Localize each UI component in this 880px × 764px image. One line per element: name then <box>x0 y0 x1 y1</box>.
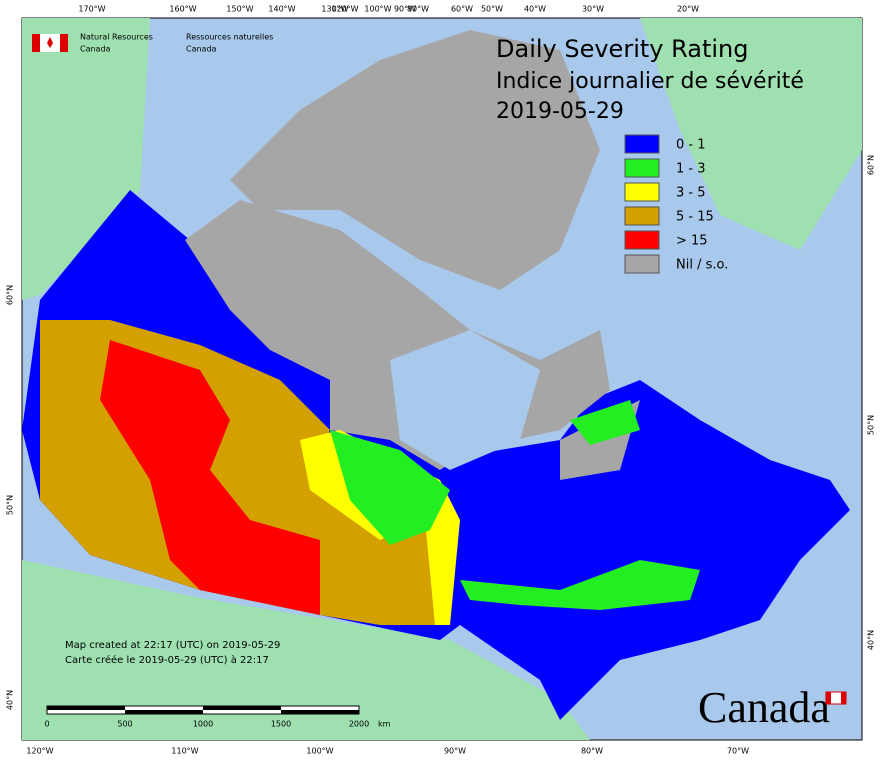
lat-label-right: 50°N <box>867 415 876 435</box>
scale-seg <box>203 706 281 710</box>
lon-label-bottom: 90°W <box>444 747 466 756</box>
scale-tick-label: 500 <box>117 720 132 729</box>
created-fr: Carte créée le 2019-05-29 (UTC) à 22:17 <box>65 654 269 666</box>
lon-label-bottom: 80°W <box>581 747 603 756</box>
greenland <box>640 18 862 250</box>
alaska <box>22 18 150 300</box>
zone-1-3-east <box>460 560 700 610</box>
lat-label-right: 40°N <box>867 630 876 650</box>
legend-swatch <box>624 254 660 274</box>
agency-fr: Ressources naturelles <box>186 33 273 42</box>
legend-label: 0 - 1 <box>676 138 706 153</box>
flag-bar <box>60 34 68 52</box>
lon-label-top: 160°W <box>169 5 196 14</box>
legend-label: > 15 <box>676 234 708 249</box>
zone-1-3-quebec <box>570 400 640 445</box>
title-date: 2019-05-29 <box>496 99 624 124</box>
title-fr: Indice journalier de sévérité <box>496 69 804 94</box>
scale-tick-label: 0 <box>44 720 49 729</box>
legend-label: 5 - 15 <box>676 210 714 225</box>
scale-tick-label: 1000 <box>193 720 213 729</box>
agency-en: Canada <box>80 45 111 54</box>
legend-label: Nil / s.o. <box>676 258 728 273</box>
lon-label-top: 130°W <box>321 5 348 14</box>
lon-label-top: 40°W <box>524 5 546 14</box>
legend-label: 1 - 3 <box>676 162 706 177</box>
lon-label-top: 20°W <box>677 5 699 14</box>
legend-swatch <box>624 158 660 178</box>
arctic-islands <box>230 30 600 290</box>
lon-label-top: 100°W <box>364 5 391 14</box>
legend-swatch <box>624 230 660 250</box>
lon-label-top: 150°W <box>226 5 253 14</box>
lat-label-left: 50°N <box>6 495 15 515</box>
scale-labels: 0 500 1000 1500 2000 km <box>44 720 390 729</box>
scale-seg <box>47 706 125 710</box>
lon-label-bottom: 120°W <box>26 747 53 756</box>
lon-label-top: 90°W <box>394 5 416 14</box>
agency-fr: Canada <box>186 45 217 54</box>
scale-tick-label: 1500 <box>271 720 291 729</box>
lat-label-left: 60°N <box>6 285 15 305</box>
lon-label-bottom: 70°W <box>727 747 749 756</box>
lon-label-bottom: 100°W <box>306 747 333 756</box>
header: Natural Resources Canada Ressources natu… <box>32 33 804 124</box>
scale-seg <box>281 710 359 714</box>
zone-1-3 <box>330 430 450 545</box>
scale-tick-label: 2000 <box>349 720 369 729</box>
legend-swatch <box>624 182 660 202</box>
legend-swatch <box>624 206 660 226</box>
legend-label: 3 - 5 <box>676 186 706 201</box>
flag-bar <box>826 692 831 704</box>
agency-en: Natural Resources <box>80 33 153 42</box>
lon-label-top: 120°W <box>331 5 358 14</box>
lon-label-top: 170°W <box>78 5 105 14</box>
wordmark: Canada <box>698 683 830 732</box>
usa <box>22 560 590 740</box>
flag-bar <box>32 34 40 52</box>
lon-label-bottom: 110°W <box>171 747 198 756</box>
zone-gt-15 <box>100 340 320 615</box>
title-en: Daily Severity Rating <box>496 35 748 63</box>
hudson-bay <box>390 330 540 470</box>
legend-swatch <box>624 134 660 154</box>
flag-bar <box>841 692 846 704</box>
footer: Map created at 22:17 (UTC) on 2019-05-29… <box>44 640 847 732</box>
lon-label-top: 50°W <box>481 5 503 14</box>
maple-leaf <box>47 37 53 48</box>
scale-unit: km <box>378 720 391 729</box>
lon-label-top: 80°W <box>407 5 429 14</box>
created-en: Map created at 22:17 (UTC) on 2019-05-29 <box>65 640 280 651</box>
lat-label-right: 60°N <box>867 155 876 175</box>
map <box>21 17 863 741</box>
lon-label-top: 30°W <box>582 5 604 14</box>
lat-label-left: 40°N <box>6 690 15 710</box>
scale-seg <box>125 710 203 714</box>
lon-label-top: 140°W <box>268 5 295 14</box>
legend: 0 - 1 1 - 3 3 - 5 5 - 15 > 15 Nil / s.o. <box>624 134 728 274</box>
lon-label-top: 60°W <box>451 5 473 14</box>
